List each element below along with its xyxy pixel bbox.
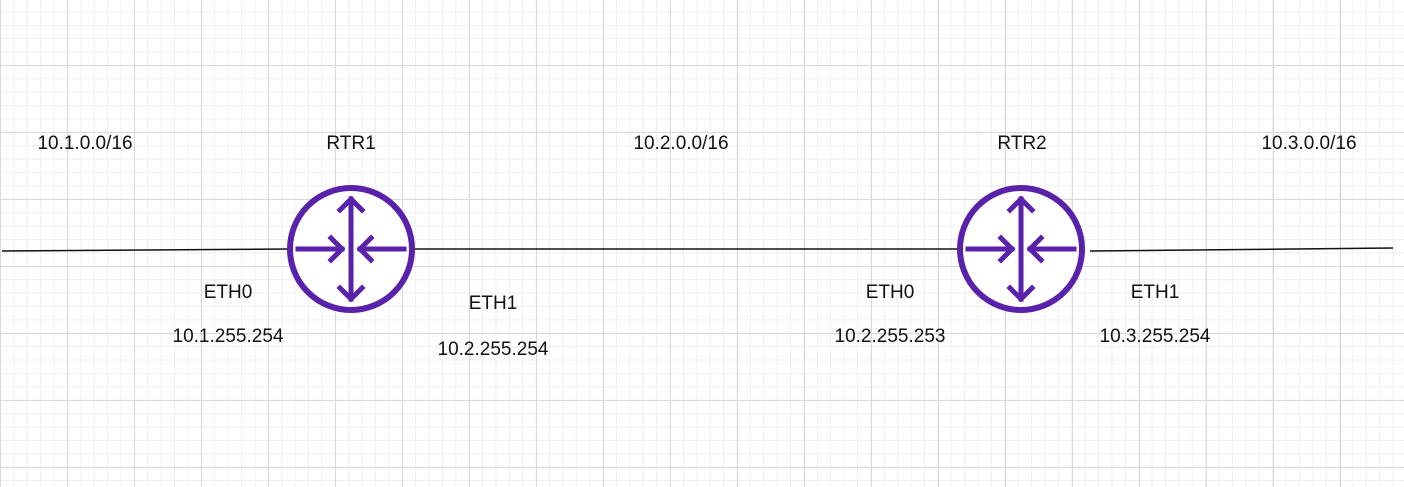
network-label-1: 10.1.0.0/16 bbox=[37, 133, 133, 154]
router-1-name: RTR1 bbox=[326, 133, 376, 154]
router-1-eth0-name: ETH0 bbox=[203, 282, 253, 303]
network-label-2: 10.2.0.0/16 bbox=[633, 133, 729, 154]
router-2-eth0-ip: 10.2.255.253 bbox=[834, 326, 946, 347]
router-2-eth1-name: ETH1 bbox=[1130, 282, 1180, 303]
router-2-name: RTR2 bbox=[997, 133, 1047, 154]
link-net1-rtr1 bbox=[1, 248, 289, 252]
router-icon[interactable] bbox=[285, 183, 417, 315]
router-icon[interactable] bbox=[955, 183, 1087, 315]
network-label-3: 10.3.0.0/16 bbox=[1261, 133, 1357, 154]
link-rtr2-net3 bbox=[1089, 247, 1394, 252]
router-2-eth1-ip: 10.3.255.254 bbox=[1099, 326, 1211, 347]
router-2-eth0-name: ETH0 bbox=[865, 282, 915, 303]
router-1-eth0-ip: 10.1.255.254 bbox=[172, 326, 284, 347]
router-1-eth1-ip: 10.2.255.254 bbox=[437, 339, 549, 360]
router-1-eth1-name: ETH1 bbox=[468, 293, 518, 314]
